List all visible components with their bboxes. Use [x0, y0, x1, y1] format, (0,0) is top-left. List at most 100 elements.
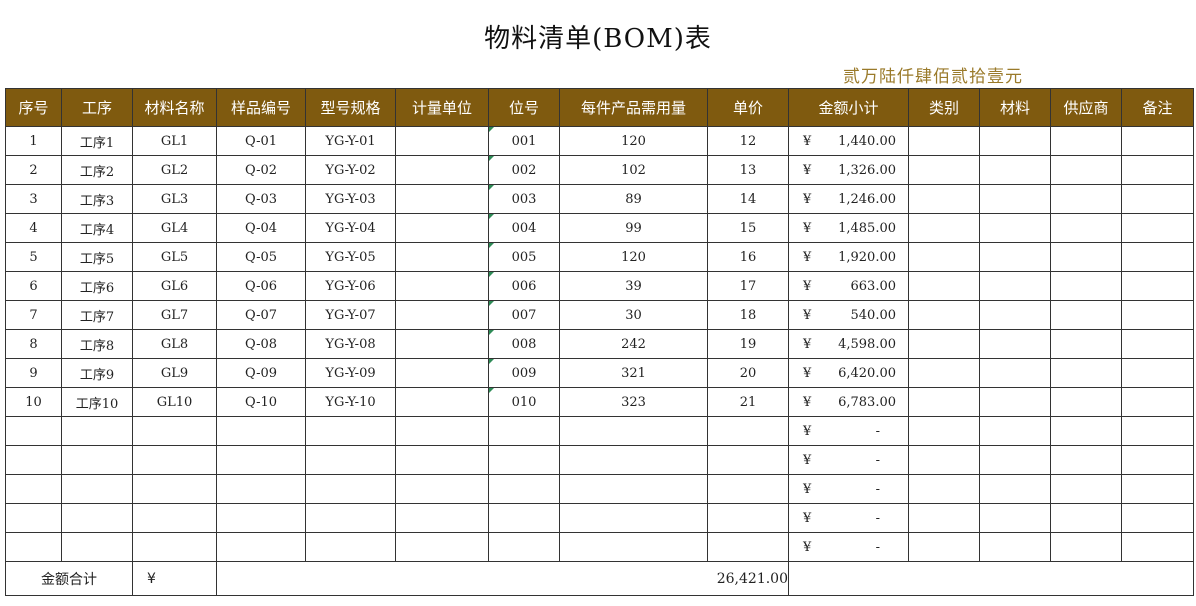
cell-seq[interactable]: 2 [5, 155, 62, 185]
cell-material-type[interactable] [979, 155, 1051, 185]
cell-sample[interactable] [216, 416, 306, 446]
cell-sample[interactable]: Q-06 [216, 271, 306, 301]
header-cell[interactable]: 类别 [908, 88, 980, 127]
cell-unit[interactable] [395, 474, 489, 504]
cell-seq[interactable]: 5 [5, 242, 62, 272]
cell-material[interactable]: GL8 [132, 329, 217, 359]
cell-model[interactable] [305, 532, 396, 562]
cell-material[interactable]: GL6 [132, 271, 217, 301]
cell-sample[interactable]: Q-09 [216, 358, 306, 388]
cell-subtotal[interactable]: ¥ - [788, 474, 909, 504]
cell-sample[interactable]: Q-03 [216, 184, 306, 214]
cell-position[interactable] [488, 532, 560, 562]
cell-quantity[interactable] [559, 503, 708, 533]
cell-remarks[interactable] [1121, 213, 1194, 243]
cell-model[interactable] [305, 503, 396, 533]
cell-sample[interactable] [216, 503, 306, 533]
cell-model[interactable]: YG-Y-06 [305, 271, 396, 301]
cell-quantity[interactable]: 242 [559, 329, 708, 359]
cell-subtotal[interactable]: ¥1,246.00 [788, 184, 909, 214]
cell-seq[interactable]: 6 [5, 271, 62, 301]
cell-subtotal[interactable]: ¥540.00 [788, 300, 909, 330]
cell-model[interactable]: YG-Y-04 [305, 213, 396, 243]
cell-position[interactable]: 009 [488, 358, 560, 388]
cell-sample[interactable]: Q-05 [216, 242, 306, 272]
cell-unit-price[interactable]: 18 [707, 300, 789, 330]
total-blank[interactable] [788, 561, 1194, 596]
cell-sample[interactable]: Q-02 [216, 155, 306, 185]
cell-position[interactable]: 008 [488, 329, 560, 359]
cell-category[interactable] [908, 387, 980, 417]
cell-position[interactable]: 006 [488, 271, 560, 301]
cell-process[interactable]: 工序8 [61, 329, 133, 359]
cell-category[interactable] [908, 300, 980, 330]
cell-material[interactable] [132, 503, 217, 533]
cell-quantity[interactable]: 321 [559, 358, 708, 388]
cell-category[interactable] [908, 184, 980, 214]
cell-unit-price[interactable]: 20 [707, 358, 789, 388]
cell-category[interactable] [908, 445, 980, 475]
cell-material[interactable]: GL2 [132, 155, 217, 185]
cell-remarks[interactable] [1121, 474, 1194, 504]
cell-process[interactable]: 工序2 [61, 155, 133, 185]
cell-seq[interactable]: 9 [5, 358, 62, 388]
cell-quantity[interactable] [559, 416, 708, 446]
cell-remarks[interactable] [1121, 242, 1194, 272]
cell-sample[interactable]: Q-01 [216, 126, 306, 156]
cell-material-type[interactable] [979, 532, 1051, 562]
cell-quantity[interactable]: 120 [559, 242, 708, 272]
cell-supplier[interactable] [1050, 184, 1122, 214]
cell-material[interactable]: GL3 [132, 184, 217, 214]
cell-unit-price[interactable] [707, 416, 789, 446]
cell-remarks[interactable] [1121, 300, 1194, 330]
cell-quantity[interactable]: 102 [559, 155, 708, 185]
cell-quantity[interactable]: 120 [559, 126, 708, 156]
cell-unit-price[interactable]: 14 [707, 184, 789, 214]
cell-supplier[interactable] [1050, 387, 1122, 417]
cell-unit-price[interactable] [707, 474, 789, 504]
cell-unit-price[interactable] [707, 532, 789, 562]
cell-category[interactable] [908, 329, 980, 359]
cell-seq[interactable]: 1 [5, 126, 62, 156]
cell-subtotal[interactable]: ¥1,485.00 [788, 213, 909, 243]
cell-unit[interactable] [395, 184, 489, 214]
cell-process[interactable] [61, 474, 133, 504]
cell-sample[interactable] [216, 474, 306, 504]
header-cell[interactable]: 样品编号 [216, 88, 306, 127]
cell-position[interactable] [488, 503, 560, 533]
cell-position[interactable]: 004 [488, 213, 560, 243]
header-cell[interactable]: 工序 [61, 88, 133, 127]
header-cell[interactable]: 金额小计 [788, 88, 909, 127]
cell-process[interactable]: 工序6 [61, 271, 133, 301]
cell-seq[interactable]: 8 [5, 329, 62, 359]
cell-process[interactable]: 工序4 [61, 213, 133, 243]
cell-seq[interactable] [5, 532, 62, 562]
cell-quantity[interactable]: 323 [559, 387, 708, 417]
header-cell[interactable]: 材料 [979, 88, 1051, 127]
cell-unit-price[interactable]: 21 [707, 387, 789, 417]
cell-supplier[interactable] [1050, 503, 1122, 533]
cell-material-type[interactable] [979, 503, 1051, 533]
cell-remarks[interactable] [1121, 184, 1194, 214]
cell-unit[interactable] [395, 126, 489, 156]
cell-remarks[interactable] [1121, 358, 1194, 388]
cell-unit-price[interactable] [707, 503, 789, 533]
cell-process[interactable]: 工序7 [61, 300, 133, 330]
cell-remarks[interactable] [1121, 329, 1194, 359]
cell-material[interactable]: GL7 [132, 300, 217, 330]
cell-supplier[interactable] [1050, 126, 1122, 156]
cell-remarks[interactable] [1121, 416, 1194, 446]
cell-category[interactable] [908, 416, 980, 446]
cell-seq[interactable]: 4 [5, 213, 62, 243]
cell-seq[interactable]: 3 [5, 184, 62, 214]
cell-model[interactable]: YG-Y-05 [305, 242, 396, 272]
cell-process[interactable] [61, 416, 133, 446]
cell-quantity[interactable]: 99 [559, 213, 708, 243]
cell-sample[interactable]: Q-04 [216, 213, 306, 243]
cell-subtotal[interactable]: ¥6,420.00 [788, 358, 909, 388]
cell-category[interactable] [908, 503, 980, 533]
cell-seq[interactable]: 7 [5, 300, 62, 330]
cell-remarks[interactable] [1121, 126, 1194, 156]
cell-material-type[interactable] [979, 184, 1051, 214]
cell-material[interactable] [132, 532, 217, 562]
